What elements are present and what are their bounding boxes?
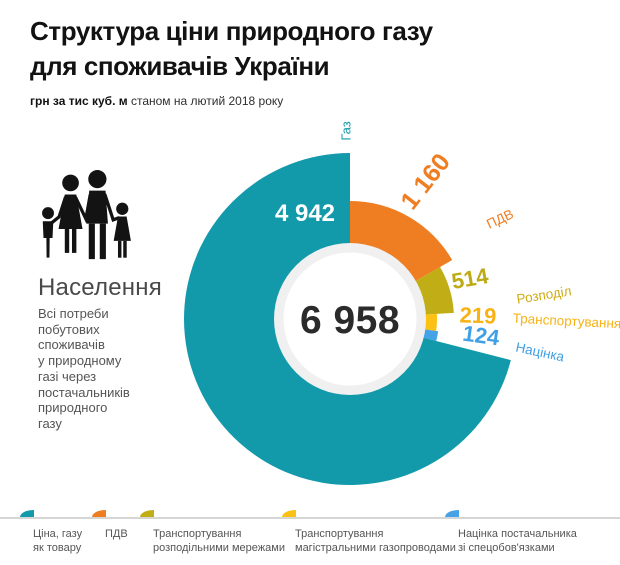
legend-glyph-distribution bbox=[140, 510, 154, 517]
legend-label-transmission: Транспортування магістральними газопрово… bbox=[295, 528, 456, 554]
segment-value-markup: 124 bbox=[461, 320, 501, 351]
subtitle-date: станом на лютий 2018 року bbox=[127, 94, 284, 108]
legend-label-vat: ПДВ bbox=[105, 528, 128, 540]
subtitle-units: грн за тис куб. м bbox=[30, 94, 128, 108]
chart-total-value: 6 958 bbox=[299, 299, 401, 342]
donut-hole bbox=[283, 252, 417, 386]
page-subtitle: грн за тис куб. м станом на лютий 2018 р… bbox=[30, 94, 283, 108]
segment-value-gas: 4 942 bbox=[274, 200, 336, 227]
family-icon bbox=[42, 170, 131, 260]
legend-glyph-markup bbox=[445, 510, 459, 517]
audience-description: Всі потреби побутових споживачів у приро… bbox=[38, 306, 130, 431]
legend-glyph-transmission bbox=[282, 510, 296, 517]
segment-name-gas: Газ bbox=[338, 121, 354, 141]
audience-heading: Населення bbox=[38, 274, 162, 301]
legend-label-gas: Ціна, газу як товару bbox=[33, 528, 83, 554]
page-title: Структура ціни природного газу для спожи… bbox=[30, 14, 433, 84]
legend-glyph-vat bbox=[92, 510, 106, 517]
legend-label-distribution: Транспортування розподільними мережами bbox=[153, 528, 285, 554]
legend-divider bbox=[0, 517, 620, 519]
legend-glyph-gas bbox=[20, 510, 34, 517]
page-title-line1: Структура ціни природного газу bbox=[30, 16, 433, 46]
page-title-line2: для споживачів України bbox=[30, 51, 330, 81]
legend-label-markup: Націнка постачальника зі спецобов'язками bbox=[458, 528, 577, 554]
